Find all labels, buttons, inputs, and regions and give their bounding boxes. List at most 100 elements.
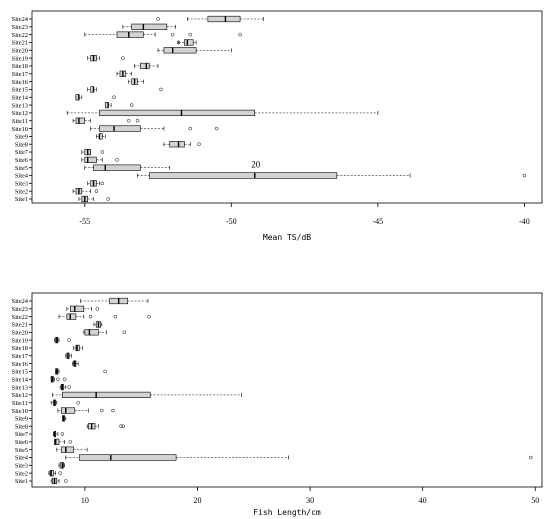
outlier-point: [214, 126, 219, 131]
outlier-point: [56, 377, 60, 382]
ts-box-site3: [87, 180, 105, 187]
outlier-point: [94, 189, 99, 193]
ts-site-label: Site21: [12, 40, 28, 47]
length-site-label: Site24: [12, 298, 29, 305]
outlier-point: [100, 181, 105, 186]
length-site-label: Site16: [12, 361, 28, 368]
ts-plot-frame: [31, 10, 543, 204]
length-site-label: Site4: [15, 455, 29, 462]
ts-site-label: Site7: [15, 149, 29, 156]
length-site-label: Site6: [15, 439, 28, 446]
length-box-site14: [50, 376, 67, 383]
outlier-point: [122, 330, 127, 335]
ts-box-site1: [78, 195, 110, 203]
outlier-point: [103, 369, 107, 374]
iqr-box: [99, 109, 256, 117]
ts-box-site10: [90, 125, 219, 132]
iqr-box: [75, 117, 86, 124]
outlier-point: [121, 424, 125, 428]
ts-box-site24: [156, 15, 264, 23]
iqr-box: [148, 172, 338, 179]
length-box-site3: [58, 462, 65, 469]
length-site-label: Site9: [15, 416, 28, 423]
length-site-label: Site7: [15, 431, 29, 438]
ts-site-label: Site8: [15, 141, 28, 148]
outlier-point: [88, 314, 93, 319]
outlier-point: [100, 150, 105, 154]
outlier-point: [156, 17, 160, 21]
ts-site-label: Site3: [15, 181, 28, 188]
outlier-point: [119, 424, 123, 428]
length-site-label: Site22: [12, 314, 28, 321]
length-box-site22: [58, 313, 151, 320]
length-site-label: Site13: [12, 384, 28, 391]
iqr-box: [62, 391, 151, 399]
outlier-point: [112, 95, 116, 100]
outlier-point: [62, 377, 67, 382]
ts-box-site12: [66, 109, 379, 117]
ts-site-label: Site12: [12, 110, 28, 117]
ts-box-site21: [176, 39, 197, 46]
ts-annotation: 20: [251, 160, 261, 170]
ts-box-site6: [81, 156, 119, 163]
iqr-box: [131, 23, 168, 30]
outlier-point: [100, 408, 104, 413]
ts-site-label: Site16: [12, 79, 28, 86]
outlier-point: [147, 314, 151, 319]
length-box-site8: [86, 423, 125, 430]
ts-box-site22: [84, 31, 242, 38]
iqr-box: [169, 141, 185, 148]
length-box-site6: [54, 438, 73, 445]
ts-site-label: Site18: [12, 63, 28, 70]
outlier-point: [67, 338, 71, 342]
outlier-point: [121, 56, 125, 60]
outlier-point: [126, 118, 131, 123]
length-site-label: Site11: [12, 400, 28, 407]
outlier-point: [113, 314, 118, 319]
ts-site-label: Site11: [12, 118, 28, 125]
iqr-box: [54, 438, 60, 445]
outlier-point: [76, 400, 80, 405]
ts-site-label: Site9: [15, 134, 28, 141]
outlier-point: [67, 385, 71, 389]
ts-x-axis-label: Mean TS/dB: [263, 233, 311, 242]
iqr-box: [60, 446, 74, 453]
length-box-site11: [50, 399, 80, 406]
length-box-site7: [53, 430, 65, 438]
outlier-point: [159, 87, 163, 92]
outlier-point: [115, 158, 119, 162]
iqr-box: [140, 62, 150, 70]
ts-x-tick-label: -55: [79, 217, 90, 226]
length-site-label: Site17: [12, 353, 29, 360]
iqr-box: [99, 125, 141, 132]
ts-site-label: Site6: [15, 157, 28, 164]
ts-site-label: Site14: [12, 94, 29, 101]
iqr-box: [60, 407, 76, 414]
ts-site-label: Site17: [12, 71, 29, 78]
length-x-tick-label: 40: [419, 496, 427, 505]
ts-site-label: Site10: [12, 126, 28, 133]
ts-x-tick-label: -45: [373, 217, 384, 226]
length-box-site13: [59, 383, 71, 391]
outlier-point: [188, 126, 193, 131]
ts-box-site2: [72, 188, 99, 195]
length-x-tick-label: 20: [193, 496, 201, 505]
outlier-point: [58, 471, 62, 475]
ts-box-site4: [137, 172, 527, 179]
length-box-site19: [54, 337, 71, 344]
length-box-site10: [57, 407, 115, 414]
iqr-box: [163, 47, 197, 54]
iqr-box: [78, 454, 177, 461]
ts-site-label: Site24: [12, 16, 29, 23]
ts-site-label: Site4: [15, 173, 29, 180]
length-site-label: Site3: [15, 463, 28, 470]
iqr-box: [93, 164, 141, 171]
length-box-site12: [51, 391, 242, 399]
length-box-site21: [93, 321, 103, 328]
length-plot-frame: [31, 292, 543, 488]
outlier-point: [188, 32, 193, 37]
iqr-box: [207, 15, 241, 23]
length-site-label: Site15: [12, 369, 28, 376]
length-box-site17: [65, 352, 72, 359]
